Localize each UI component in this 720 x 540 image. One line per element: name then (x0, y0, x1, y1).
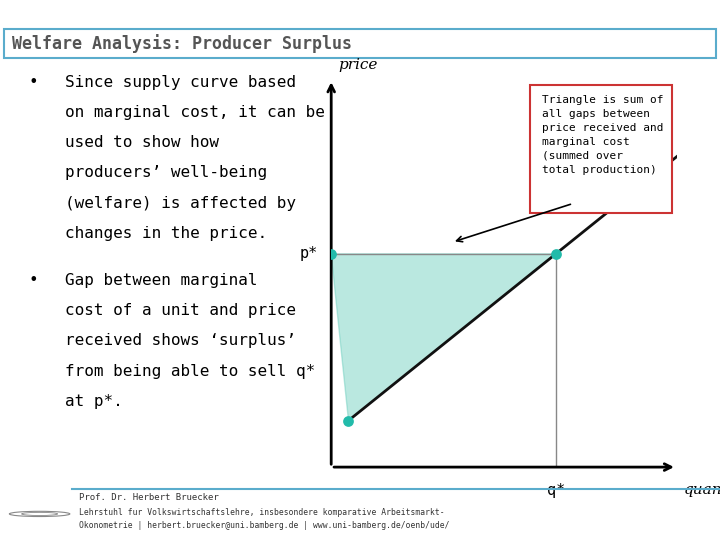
Text: Prof. Dr. Herbert Bruecker: Prof. Dr. Herbert Bruecker (79, 493, 219, 502)
Text: received shows ‘surplus’: received shows ‘surplus’ (65, 333, 296, 348)
Text: quantity: quantity (684, 483, 720, 497)
Point (325, 249, 337, 258)
Text: from being able to sell q*: from being able to sell q* (65, 363, 315, 379)
Text: Welfare Analysis: Producer Surplus: Welfare Analysis: Producer Surplus (12, 33, 352, 53)
Polygon shape (331, 254, 556, 421)
Text: used to show how: used to show how (65, 135, 219, 150)
Text: Okonometrie | herbert.bruecker@uni.bamberg.de | www.uni-bamberg.de/oenb/ude/: Okonometrie | herbert.bruecker@uni.bambe… (79, 522, 450, 530)
Text: •: • (29, 273, 38, 288)
Text: Lecture: Lecture (647, 7, 711, 22)
Text: Theory and Politics of European Integration: Theory and Politics of European Integrat… (9, 6, 401, 22)
Text: at p*.: at p*. (65, 394, 122, 409)
FancyBboxPatch shape (530, 85, 672, 213)
Text: changes in the price.: changes in the price. (65, 226, 267, 241)
Point (550, 249, 562, 258)
Text: producers’ well-being: producers’ well-being (65, 165, 267, 180)
Text: •: • (29, 75, 38, 90)
Text: q*: q* (546, 483, 565, 497)
Point (343, 416, 354, 425)
Text: price: price (338, 58, 377, 72)
Text: Triangle is sum of
all gaps between
price received and
marginal cost
(summed ove: Triangle is sum of all gaps between pric… (542, 95, 664, 175)
Text: p*: p* (299, 246, 318, 261)
Text: Gap between marginal: Gap between marginal (65, 273, 257, 288)
Text: (welfare) is affected by: (welfare) is affected by (65, 195, 296, 211)
Text: cost of a unit and price: cost of a unit and price (65, 303, 296, 318)
FancyBboxPatch shape (4, 29, 716, 58)
Text: Lehrstuhl fur Volkswirtschaftslehre, insbesondere komparative Arbeitsmarkt-: Lehrstuhl fur Volkswirtschaftslehre, ins… (79, 508, 445, 517)
Text: on marginal cost, it can be: on marginal cost, it can be (65, 105, 325, 120)
Text: Since supply curve based: Since supply curve based (65, 75, 296, 90)
